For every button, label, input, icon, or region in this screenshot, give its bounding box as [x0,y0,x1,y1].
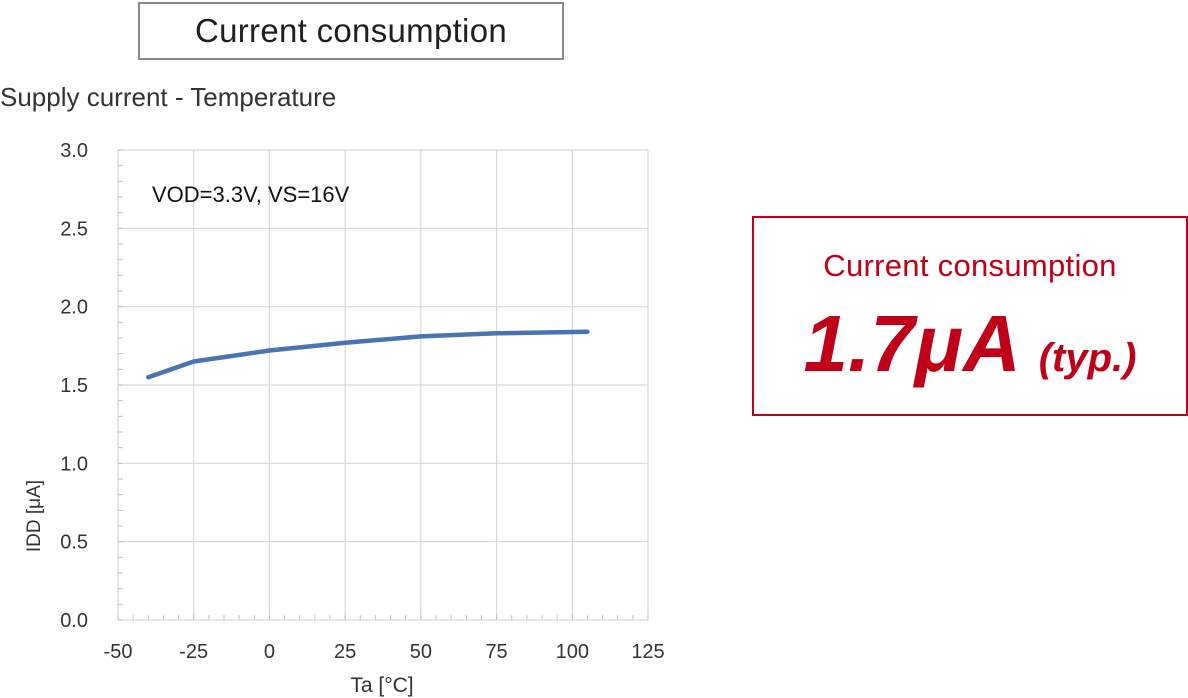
y-tick-label: 1.5 [60,375,88,397]
callout-label: Current consumption [823,248,1117,283]
y-tick-label: 3.0 [60,140,88,162]
y-tick-label: 0.5 [60,532,88,554]
series-layer [146,329,590,380]
callout-value-row: 1.7μA (typ.) [754,298,1186,390]
line-chart: -50 -25 0 25 50 75 100 125 0.0 0.5 1.0 1.5 2.0 2.5 3.0… [24,140,665,697]
chart-annotation: VOD=3.3V, VS=16V [152,182,350,207]
chart-title: Supply current - Temperature [0,82,337,112]
y-tick-label: 2.5 [60,218,88,240]
callout-value: 1.7μA [803,299,1021,388]
x-tick-label: -50 [104,641,133,663]
callout-qualifier: (typ.) [1038,336,1137,380]
x-tick-label: 100 [556,641,589,663]
tick-layer: -50 -25 0 25 50 75 100 125 0.0 0.5 1.0 1.5 2.0 2.5 3.0 [60,140,665,663]
x-tick-label: 0 [264,641,275,663]
x-tick-label: 75 [485,641,507,663]
grid-layer [117,149,649,621]
current-callout: Current consumption 1.7μA (typ.) [752,216,1188,416]
y-axis-label: IDD [μA] [24,480,45,552]
y-tick-label: 2.0 [60,297,88,319]
x-tick-label: -25 [179,641,208,663]
series-line [146,329,590,380]
y-tick-label: 0.0 [60,610,88,632]
x-axis-label: Ta [°C] [350,674,413,697]
x-tick-label: 125 [631,641,664,663]
y-tick-label: 1.0 [60,453,88,475]
x-tick-label: 25 [334,641,356,663]
header-title: Current consumption [138,2,564,60]
x-tick-label: 50 [410,641,432,663]
